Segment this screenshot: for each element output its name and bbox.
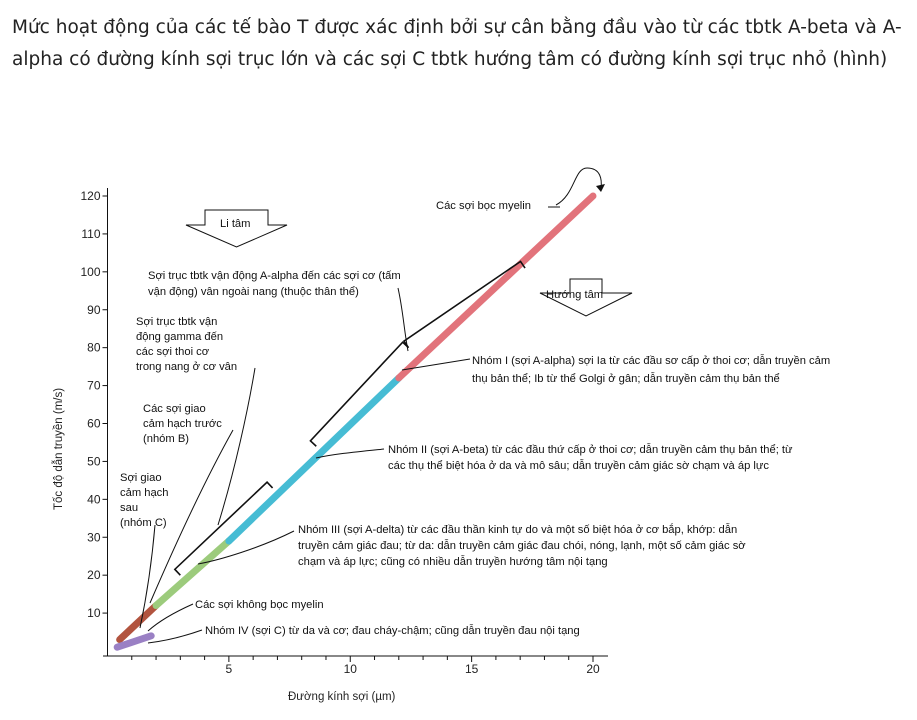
annotation-line: thụ bản thể; Ib từ thể Golgi ở gân; dẫn … [472, 372, 780, 385]
annotation-postganglionic: Sợi giao cảm hạch sau (nhóm C) [120, 472, 172, 529]
afferent-arrow [539, 278, 633, 317]
chart-ticks: 10 20 30 40 50 60 70 80 90 100 110 120 5 10 15 20 [80, 189, 600, 676]
efferent-arrow [185, 209, 288, 248]
leader-unmyelinated [147, 603, 194, 632]
x-axis-label: Đường kính sợi (µm) [288, 691, 396, 703]
chart-leader-lines [139, 206, 560, 644]
annotation-line: chạm và áp lực; cũng có nhiều dẫn truyền… [298, 555, 608, 568]
annotation-line: (nhóm C) [120, 517, 167, 529]
annotation-alpha-motor: Sợi trục tbtk vận động A-alpha đến các s… [148, 270, 404, 298]
x-tick-label: 15 [465, 662, 479, 676]
efferent-label: Li tâm [220, 218, 250, 230]
annotation-line: trong nang ở cơ vân [136, 361, 237, 373]
annotation-preganglionic: Các sợi giao cảm hạch trước (nhóm B) [143, 403, 225, 445]
leader-gamma-motor [217, 367, 256, 526]
y-tick-label: 50 [87, 454, 101, 468]
leader-postganglionic [139, 524, 156, 629]
y-tick-label: 110 [81, 227, 100, 241]
annotation-gamma-motor: Sợi trục tbtk vận động gamma đến các sợi… [136, 316, 237, 373]
y-tick-label: 120 [80, 189, 100, 203]
series-line-B [116, 602, 160, 644]
series-line-C [113, 632, 155, 651]
chart-axes [103, 188, 608, 657]
annotation-line: cảm hạch trước [143, 418, 222, 430]
y-tick-label: 80 [87, 341, 101, 355]
x-tick-label: 20 [586, 662, 600, 676]
leader-group-III [197, 530, 295, 565]
annotation-line: sau [120, 502, 138, 514]
annotation-line: truyền cảm giác đau; từ da: dẫn truyền c… [298, 539, 746, 552]
y-tick-label: 90 [87, 303, 101, 317]
annotation-line: Sợi trục tbtk vận [136, 316, 217, 328]
chart-brackets [173, 260, 526, 576]
annotation-group-II: Nhóm II (sợi A-beta) từ các đầu thứ cấp … [388, 443, 796, 472]
annotation-line: Nhóm III (sợi A-delta) từ các đầu thần k… [298, 523, 737, 536]
y-tick-label: 30 [87, 530, 101, 544]
annotation-line: (nhóm B) [143, 433, 189, 445]
annotation-line: Nhóm I (sợi A-alpha) sợi Ia từ các đầu s… [472, 354, 830, 367]
y-axis-label: Tốc độ dẫn truyền (m/s) [52, 388, 65, 510]
bracket-gamma [173, 481, 274, 576]
afferent-label: Hướng tâm [546, 289, 603, 301]
annotation-line: vận động) vân ngoài nang (thuộc thân thể… [148, 286, 359, 298]
leader-group-IV [147, 629, 203, 644]
annotation-group-I: Nhóm I (sợi A-alpha) sợi Ia từ các đầu s… [472, 354, 833, 385]
annotation-group-III: Nhóm III (sợi A-delta) từ các đầu thần k… [298, 523, 749, 568]
curved-arrow-icon [555, 167, 602, 206]
annotation-line: động gamma đến [136, 331, 223, 343]
annotation-line: các thụ thể biệt hóa ở da và mô sâu; dẫn… [388, 459, 769, 472]
leader-group-I [401, 358, 471, 371]
y-tick-label: 10 [87, 606, 101, 620]
y-tick-label: 40 [87, 492, 101, 506]
series-line-A_alpha [395, 192, 597, 382]
series-line-A_delta [152, 537, 233, 609]
y-tick-label: 100 [80, 265, 100, 279]
annotation-line: Sợi trục tbtk vận động A-alpha đến các s… [148, 270, 401, 282]
annotation-line: cảm hạch [120, 487, 169, 499]
x-tick-label: 10 [344, 662, 358, 676]
x-tick-label: 5 [226, 662, 233, 676]
annotation-line: Nhóm II (sợi A-beta) từ các đầu thứ cấp … [388, 443, 793, 456]
leader-alpha-motor [397, 287, 409, 352]
annotation-myelinated: Các sợi bọc myelin [436, 200, 531, 212]
leader-preganglionic [149, 429, 234, 604]
curved-arrow-head-icon [596, 184, 605, 192]
annotation-line: các sợi thoi cơ [136, 346, 210, 358]
series-line-A_beta [225, 374, 403, 545]
y-tick-label: 60 [87, 417, 101, 431]
y-tick-label: 20 [87, 568, 101, 582]
leader-group-II [315, 448, 385, 459]
bracket-beta [309, 341, 410, 447]
y-tick-label: 70 [87, 379, 101, 393]
chart-series [113, 192, 597, 651]
annotation-group-IV: Nhóm IV (sợi C) từ da và cơ; đau cháy-ch… [205, 624, 580, 637]
intro-paragraph: Mức hoạt động của các tế bào T được xác … [12, 17, 902, 70]
annotation-line: Các sợi giao [143, 403, 206, 415]
annotation-line: Sợi giao [120, 472, 162, 484]
bracket-alpha [402, 260, 526, 349]
annotation-unmyelinated: Các sợi không bọc myelin [195, 599, 324, 611]
